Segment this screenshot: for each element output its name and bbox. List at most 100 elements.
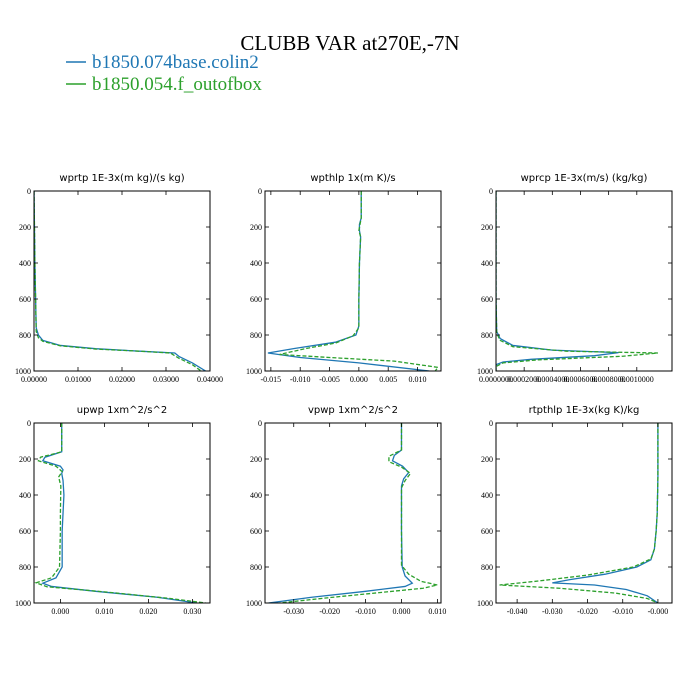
y-tick-label: 800 [19, 563, 31, 572]
plot-frame [33, 190, 211, 372]
x-tick-label: 0.02000 [109, 375, 135, 384]
x-tick-label: -0.040 [507, 607, 528, 616]
x-tick-label: -0.010 [290, 375, 311, 384]
x-tick-label: -0.010 [355, 607, 376, 616]
x-tick-label: 0.010 [409, 375, 427, 384]
x-tick-label: 0.010 [428, 607, 446, 616]
y-tick-label: 400 [19, 491, 31, 500]
y-tick-label: 600 [19, 295, 31, 304]
x-tick-label: -0.005 [319, 375, 340, 384]
figure-title: CLUBB VAR at270E,-7N [240, 31, 459, 55]
panel-5: vpwp 1xm^2/s^2 0 200 400 600 800 1000 -0.030 -0.… [246, 405, 446, 616]
x-tick-label: 0.005 [379, 375, 397, 384]
plot-frame [495, 422, 673, 604]
y-tick-label: 0 [27, 187, 31, 196]
x-tick-label: -0.020 [319, 607, 340, 616]
panel-2: wpthlp 1x(m K)/s02004006008001000-0.015-… [246, 173, 442, 384]
x-tick-label: 0.030 [183, 607, 201, 616]
panel-title: wpthlp 1x(m K)/s [310, 173, 395, 184]
y-tick-label: 0 [489, 187, 493, 196]
x-tick-label: 0.0000000 [479, 375, 513, 384]
panel-6: rtpthlp 1E-3x(kg K)/kg 0 200 400 600 800 1000 -… [477, 405, 673, 616]
y-tick-label: 600 [481, 295, 493, 304]
series-line-1 [34, 191, 206, 371]
x-tick-label: 0.020 [139, 607, 157, 616]
y-tick-label: 0 [258, 419, 262, 428]
y-tick-label: 400 [19, 259, 31, 268]
x-tick-label: 0.010 [95, 607, 113, 616]
y-tick-label: 800 [250, 331, 262, 340]
y-tick-label: 1000 [15, 599, 31, 608]
series-line-1 [496, 191, 619, 371]
y-tick-label: 800 [19, 331, 31, 340]
x-tick-label: 0.000 [51, 607, 69, 616]
y-tick-label: 0 [489, 419, 493, 428]
series-line-2 [279, 191, 440, 371]
y-tick-label: 600 [481, 527, 493, 536]
y-tick-label: 200 [481, 455, 493, 464]
y-tick-label: 200 [19, 223, 31, 232]
x-tick-label: 0.000 [392, 607, 410, 616]
legend-label-series-2: b1850.054.f_outofbox [92, 74, 262, 95]
series-line-2 [499, 423, 659, 603]
y-tick-label: 1000 [246, 367, 262, 376]
x-tick-label: 0.0008000 [592, 375, 626, 384]
series-line-1 [268, 423, 414, 603]
x-tick-label: -0.010 [612, 607, 633, 616]
x-tick-label: 0.04000 [197, 375, 223, 384]
plot-frame [264, 190, 442, 372]
x-tick-label: 0.000 [350, 375, 368, 384]
plot-frame [33, 422, 211, 604]
panel-title: upwp 1xm^2/s^2 [77, 405, 167, 416]
y-tick-label: 1000 [15, 367, 31, 376]
y-tick-label: 600 [250, 527, 262, 536]
y-tick-label: 200 [250, 223, 262, 232]
x-tick-label: 0.00000 [21, 375, 47, 384]
panel-title: wprtp 1E-3x(m kg)/(s kg) [59, 173, 184, 184]
x-tick-label: 0.03000 [153, 375, 179, 384]
y-tick-label: 400 [250, 491, 262, 500]
panel-3: wprcp 1E-3x(m/s) (kg/kg) 0 200 400 600 800 100… [477, 173, 673, 384]
panels: wprtp 1E-3x(m kg)/(s kg) 0 200 400 600 800 100… [15, 173, 673, 616]
x-tick-label: 0.01000 [65, 375, 91, 384]
y-tick-label: 200 [250, 455, 262, 464]
y-tick-label: 400 [481, 259, 493, 268]
y-tick-label: 800 [250, 563, 262, 572]
y-tick-label: 800 [481, 331, 493, 340]
x-tick-label: -0.015 [261, 375, 282, 384]
y-tick-label: 1000 [246, 599, 262, 608]
y-tick-label: 1000 [477, 367, 493, 376]
y-tick-label: 200 [481, 223, 493, 232]
panel-title: vpwp 1xm^2/s^2 [308, 405, 398, 416]
x-tick-label: 0.0010000 [620, 375, 654, 384]
x-tick-label: -0.020 [577, 607, 598, 616]
y-tick-label: 600 [19, 527, 31, 536]
series-line-2 [34, 191, 202, 371]
x-tick-label: -0.030 [283, 607, 304, 616]
series-line-2 [279, 423, 438, 603]
series-line-1 [552, 423, 659, 603]
panel-title: rtpthlp 1E-3x(kg K)/kg [529, 405, 640, 416]
x-tick-label: -0.000 [648, 607, 669, 616]
x-tick-label: 0.0006000 [563, 375, 597, 384]
y-tick-label: 0 [258, 187, 262, 196]
series-line-2 [496, 191, 658, 371]
legend: b1850.074base.colin2 b1850.054.f_outofbo… [66, 52, 262, 95]
y-tick-label: 800 [481, 563, 493, 572]
series-line-1 [267, 191, 430, 371]
panel-1: wprtp 1E-3x(m kg)/(s kg) 0 200 400 600 800 100… [15, 173, 223, 384]
y-tick-label: 600 [250, 295, 262, 304]
x-tick-label: 0.0002000 [507, 375, 541, 384]
y-tick-label: 0 [27, 419, 31, 428]
y-tick-label: 400 [481, 491, 493, 500]
x-tick-label: -0.030 [542, 607, 563, 616]
panel-title: wprcp 1E-3x(m/s) (kg/kg) [521, 173, 648, 184]
y-tick-label: 200 [19, 455, 31, 464]
series-line-2 [34, 423, 206, 603]
plot-frame [264, 422, 442, 604]
series-line-1 [41, 423, 197, 603]
y-tick-label: 400 [250, 259, 262, 268]
legend-label-series-1: b1850.074base.colin2 [92, 52, 259, 73]
y-tick-label: 1000 [477, 599, 493, 608]
